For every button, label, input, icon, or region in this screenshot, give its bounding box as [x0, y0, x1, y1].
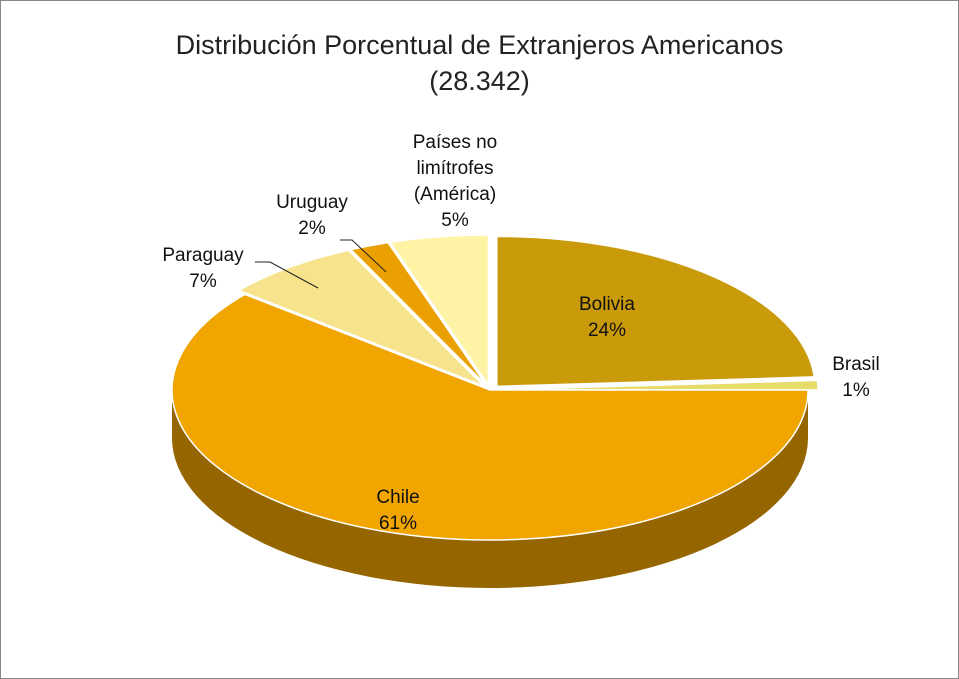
value-label: 2% [298, 218, 326, 239]
value-label: 1% [842, 380, 870, 401]
category-label: Países no limítrofes (América) [412, 132, 498, 205]
pie-slice [496, 235, 816, 388]
pie-slice [388, 234, 490, 388]
pie-slice [349, 241, 487, 386]
category-label: Paraguay [162, 245, 244, 266]
chart-subtitle: (28.342) [429, 66, 530, 96]
slice-label: Uruguay 2% [257, 190, 367, 242]
leader-line [255, 261, 319, 289]
value-label: 24% [587, 320, 627, 341]
slice-label: Paraguay 7% [138, 243, 268, 295]
slice-label: Bolivia 24% [522, 292, 692, 344]
category-label: Uruguay [276, 192, 348, 213]
pie-slice [237, 249, 485, 387]
category-label: Bolivia [579, 294, 635, 315]
value-label: 7% [189, 271, 217, 292]
chart-title: Distribución Porcentual de Extranjeros A… [175, 30, 784, 60]
slice-side [172, 390, 808, 588]
value-label: 61% [378, 513, 418, 534]
value-label: 5% [441, 210, 469, 231]
slice-label: Brasil 1% [816, 352, 896, 404]
category-label: Chile [376, 487, 420, 508]
pie-slice [171, 293, 809, 541]
pie-slice [499, 379, 819, 391]
category-label: Brasil [832, 354, 880, 375]
leader-line [340, 239, 387, 273]
slice-label: Países no limítrofes (América) 5% [385, 130, 525, 234]
slice-label: Chile 61% [348, 485, 448, 537]
